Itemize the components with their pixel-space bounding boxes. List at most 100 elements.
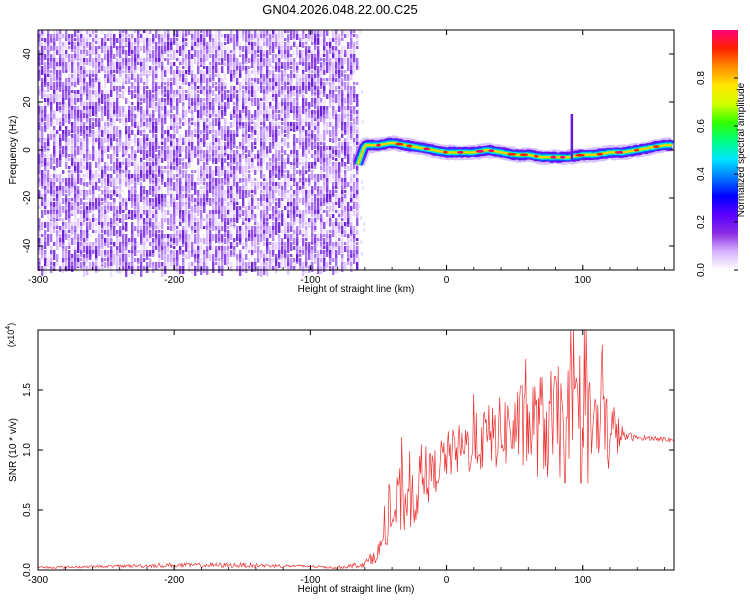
- spectrogram-cell: [224, 126, 227, 130]
- spectrogram-cell: [164, 170, 167, 173]
- spectrogram-cell: [104, 106, 107, 116]
- spectrogram-cell: [356, 118, 359, 125]
- spectrogram-cell: [329, 246, 332, 252]
- spectrogram-cell: [173, 134, 176, 139]
- spectrogram-cell: [314, 218, 317, 223]
- spectrogram-cell: [77, 46, 80, 57]
- spectrogram-cell: [296, 170, 299, 174]
- spectrogram-cell: [314, 98, 317, 103]
- spectrogram-cell: [140, 114, 143, 117]
- spectrogram-cell: [80, 130, 83, 136]
- spectrogram-cell: [257, 86, 260, 91]
- spectrogram-cell: [361, 120, 364, 124]
- spectrogram-cell: [341, 50, 344, 57]
- spectrogram-cell: [248, 174, 251, 181]
- spectrogram-cell: [260, 194, 263, 201]
- spectrogram-cell: [158, 146, 161, 149]
- spectrogram-cell: [239, 238, 242, 243]
- spectrogram-cell: [53, 138, 56, 143]
- spectrogram-cell: [353, 210, 356, 216]
- spectrogram-cell: [74, 198, 77, 201]
- spectrogram-cell: [233, 54, 236, 59]
- spectrogram-cell: [242, 254, 245, 259]
- spectrogram-cell: [38, 266, 41, 271]
- spectrogram-cell: [251, 90, 254, 93]
- spectrogram-cell: [65, 94, 68, 99]
- spectrogram-cell: [128, 118, 131, 122]
- spectrogram-cell: [140, 214, 143, 220]
- spectrogram-cell: [266, 90, 269, 94]
- spectrogram-cell: [299, 198, 302, 203]
- spectrogram-cell: [341, 82, 344, 86]
- spectrogram-cell: [74, 98, 77, 105]
- spectrogram-cell: [278, 78, 281, 82]
- spectrogram-cell: [164, 82, 167, 85]
- spectrogram-cell: [356, 126, 359, 130]
- spectrogram-cell: [194, 230, 197, 233]
- spectrogram-cell: [266, 46, 269, 49]
- spectrogram-cell: [38, 142, 41, 147]
- spectrogram-cell: [158, 254, 161, 258]
- spectrogram-cell: [206, 42, 209, 49]
- spectrogram-cell: [266, 114, 269, 118]
- spectrogram-cell: [332, 154, 335, 157]
- spectrogram-cell: [194, 206, 197, 213]
- spectrogram-cell: [86, 94, 89, 100]
- spectrogram-cell: [209, 34, 212, 42]
- spectrogram-cell: [95, 94, 98, 99]
- spectrogram-cell: [143, 70, 146, 76]
- spectrogram-cell: [83, 150, 86, 154]
- spectrogram-cell: [212, 110, 215, 114]
- spectrogram-cell: [218, 54, 221, 57]
- spectrogram-cell: [251, 58, 254, 68]
- spectrogram-cell: [164, 234, 167, 238]
- spectrogram-cell: [263, 214, 266, 218]
- spectrogram-cell: [134, 170, 137, 175]
- spectrogram-cell: [140, 138, 143, 149]
- spectrogram-cell: [233, 66, 236, 71]
- spectrogram-cell: [143, 230, 146, 237]
- spectrogram-cell: [227, 146, 230, 149]
- spectrogram-cell: [173, 90, 176, 96]
- spectrogram-cell: [239, 262, 242, 269]
- spectrogram-cell: [131, 42, 134, 53]
- spectrogram-cell: [185, 130, 188, 137]
- spectrogram-cell: [74, 42, 77, 49]
- spectrogram-cell: [239, 178, 242, 183]
- spectrogram-cell: [233, 142, 236, 148]
- spectrogram-cell: [77, 118, 80, 125]
- spectrogram-cell: [272, 94, 275, 97]
- spectrogram-cell: [86, 118, 89, 124]
- spectrogram-cell: [170, 146, 173, 150]
- spectrogram-cell: [62, 34, 65, 38]
- spectrogram-cell: [323, 118, 326, 129]
- spectrogram-cell: [161, 82, 164, 89]
- spectrogram-cell: [329, 226, 332, 231]
- spectrogram-cell: [284, 182, 287, 186]
- spectrogram-cell: [248, 86, 251, 90]
- spectrogram-cell: [185, 30, 188, 35]
- spectrogram-cell: [74, 46, 77, 56]
- spectrogram-cell: [140, 258, 143, 261]
- spectrogram-cell: [185, 150, 188, 159]
- spectrogram-cell: [173, 106, 176, 110]
- spectrogram-cell: [356, 186, 359, 190]
- spectrogram-cell: [344, 82, 347, 90]
- spectrogram-cell: [224, 174, 227, 180]
- spectrogram-cell: [356, 82, 359, 85]
- spectrogram-cell: [104, 166, 107, 177]
- spectrogram-cell: [320, 110, 323, 118]
- spectrogram-cell: [347, 218, 350, 224]
- spectrogram-cell: [128, 50, 131, 56]
- spectrogram-cell: [119, 214, 122, 217]
- spectrogram-cell: [59, 102, 62, 105]
- spectrogram-cell: [170, 54, 173, 60]
- spectrogram-cell: [254, 246, 257, 252]
- spectrogram-cell: [98, 162, 101, 171]
- spectrogram-cell: [218, 238, 221, 244]
- spectrogram-cell: [41, 186, 44, 195]
- spectrogram-cell: [263, 74, 266, 81]
- spectrogram-cell: [131, 118, 134, 127]
- spectrogram-cell: [41, 242, 44, 246]
- spectrogram-cell: [257, 198, 260, 201]
